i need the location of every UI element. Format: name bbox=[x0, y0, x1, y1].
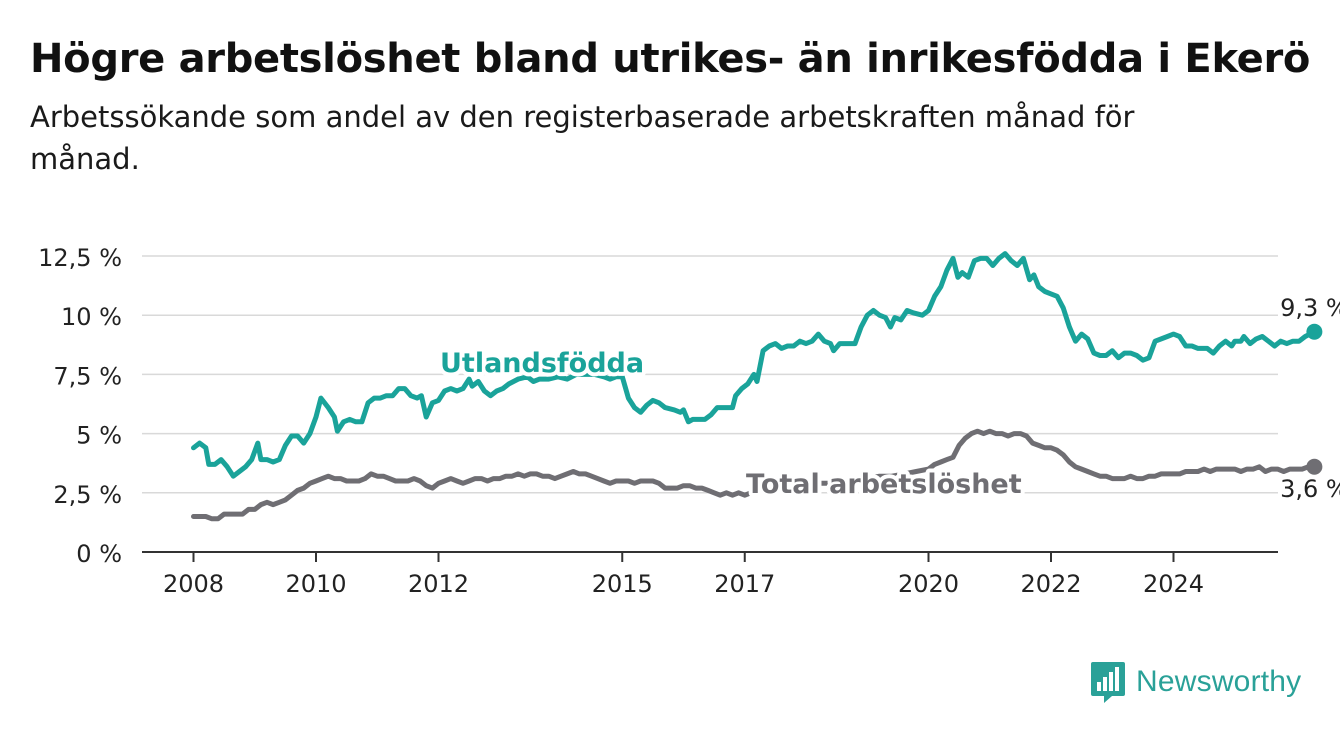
chart-subtitle: Arbetssökande som andel av den registerb… bbox=[30, 100, 1135, 176]
total-arbetsloshet-end-point bbox=[1306, 458, 1323, 475]
newsworthy-logo: Newsworthy bbox=[1090, 660, 1301, 704]
y-tick-label: 12,5 % bbox=[38, 244, 122, 272]
utlandsfodda-line bbox=[191, 251, 1317, 479]
utlandsfodda-series-label: Utlandsfödda bbox=[440, 348, 644, 379]
x-tick-label: 2015 bbox=[592, 570, 653, 598]
y-tick-label: 10 % bbox=[61, 303, 122, 331]
x-axis-tick-labels: 2008 2010 2012 2015 2017 2020 2022 2024 bbox=[163, 552, 1204, 598]
series-lines bbox=[191, 251, 1317, 522]
gridlines bbox=[142, 255, 1278, 553]
newsworthy-bar-chart-icon bbox=[1091, 662, 1125, 703]
x-tick-label: 2024 bbox=[1143, 570, 1204, 598]
x-tick-label: 2012 bbox=[408, 570, 469, 598]
x-tick-label: 2008 bbox=[163, 570, 224, 598]
utlandsfodda-end-value: 9,3 % bbox=[1280, 294, 1340, 322]
y-tick-label: 5 % bbox=[76, 422, 122, 450]
y-tick-label: 2,5 % bbox=[53, 481, 122, 509]
x-tick-label: 2022 bbox=[1020, 570, 1081, 598]
y-tick-label: 0 % bbox=[76, 540, 122, 568]
x-tick-label: 2017 bbox=[714, 570, 775, 598]
y-tick-label: 7,5 % bbox=[53, 362, 122, 390]
total-arbetsloshet-series-label: Total arbetslöshet bbox=[746, 469, 1022, 500]
total-arbetsloshet-line bbox=[191, 428, 1317, 522]
y-axis-tick-labels: 0 % 2,5 % 5 % 7,5 % 10 % 12,5 % bbox=[38, 244, 122, 568]
x-tick-label: 2010 bbox=[285, 570, 346, 598]
utlandsfodda-end-point bbox=[1306, 323, 1323, 340]
x-tick-label: 2020 bbox=[898, 570, 959, 598]
chart-title: Högre arbetslöshet bland utrikes- än inr… bbox=[30, 36, 1311, 82]
series-labels: 9,3 % Utlandsfödda 3,6 % Total arbetslöshet bbox=[436, 294, 1340, 504]
brand-name: Newsworthy bbox=[1136, 665, 1302, 698]
total-arbetsloshet-end-value: 3,6 % bbox=[1280, 475, 1340, 503]
